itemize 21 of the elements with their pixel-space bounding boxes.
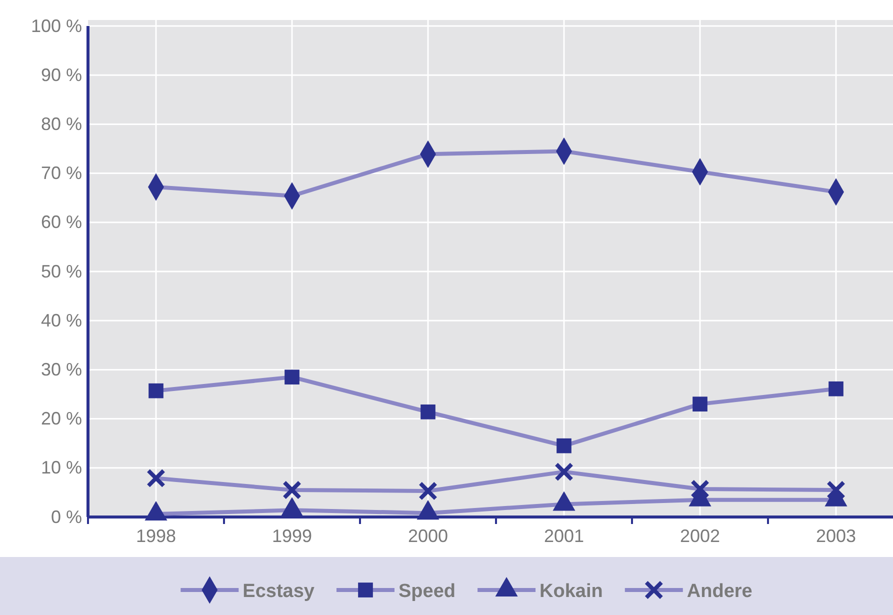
x-tick-label: 2003 xyxy=(816,526,856,546)
y-tick-label: 10 % xyxy=(40,458,82,478)
legend-label: Speed xyxy=(398,581,456,602)
y-tick-label: 100 % xyxy=(30,16,82,36)
x-tick-label: 1998 xyxy=(136,526,176,546)
y-tick-label: 60 % xyxy=(40,212,82,232)
legend-label: Ecstasy xyxy=(242,581,315,602)
y-tick-label: 80 % xyxy=(40,114,82,134)
x-tick-label: 2000 xyxy=(408,526,448,546)
x-tick-label: 2001 xyxy=(544,526,584,546)
x-tick-label: 1999 xyxy=(272,526,312,546)
y-tick-label: 50 % xyxy=(40,261,82,282)
y-tick-label: 30 % xyxy=(40,359,82,380)
y-tick-label: 0 % xyxy=(50,506,82,527)
legend-label: Andere xyxy=(686,581,752,602)
legend-label: Kokain xyxy=(540,581,603,602)
y-tick-label: 70 % xyxy=(40,163,82,184)
y-tick-label: 20 % xyxy=(40,408,82,429)
y-tick-label: 90 % xyxy=(40,64,82,85)
x-tick-label: 2002 xyxy=(680,526,720,546)
y-tick-label: 40 % xyxy=(40,310,82,330)
